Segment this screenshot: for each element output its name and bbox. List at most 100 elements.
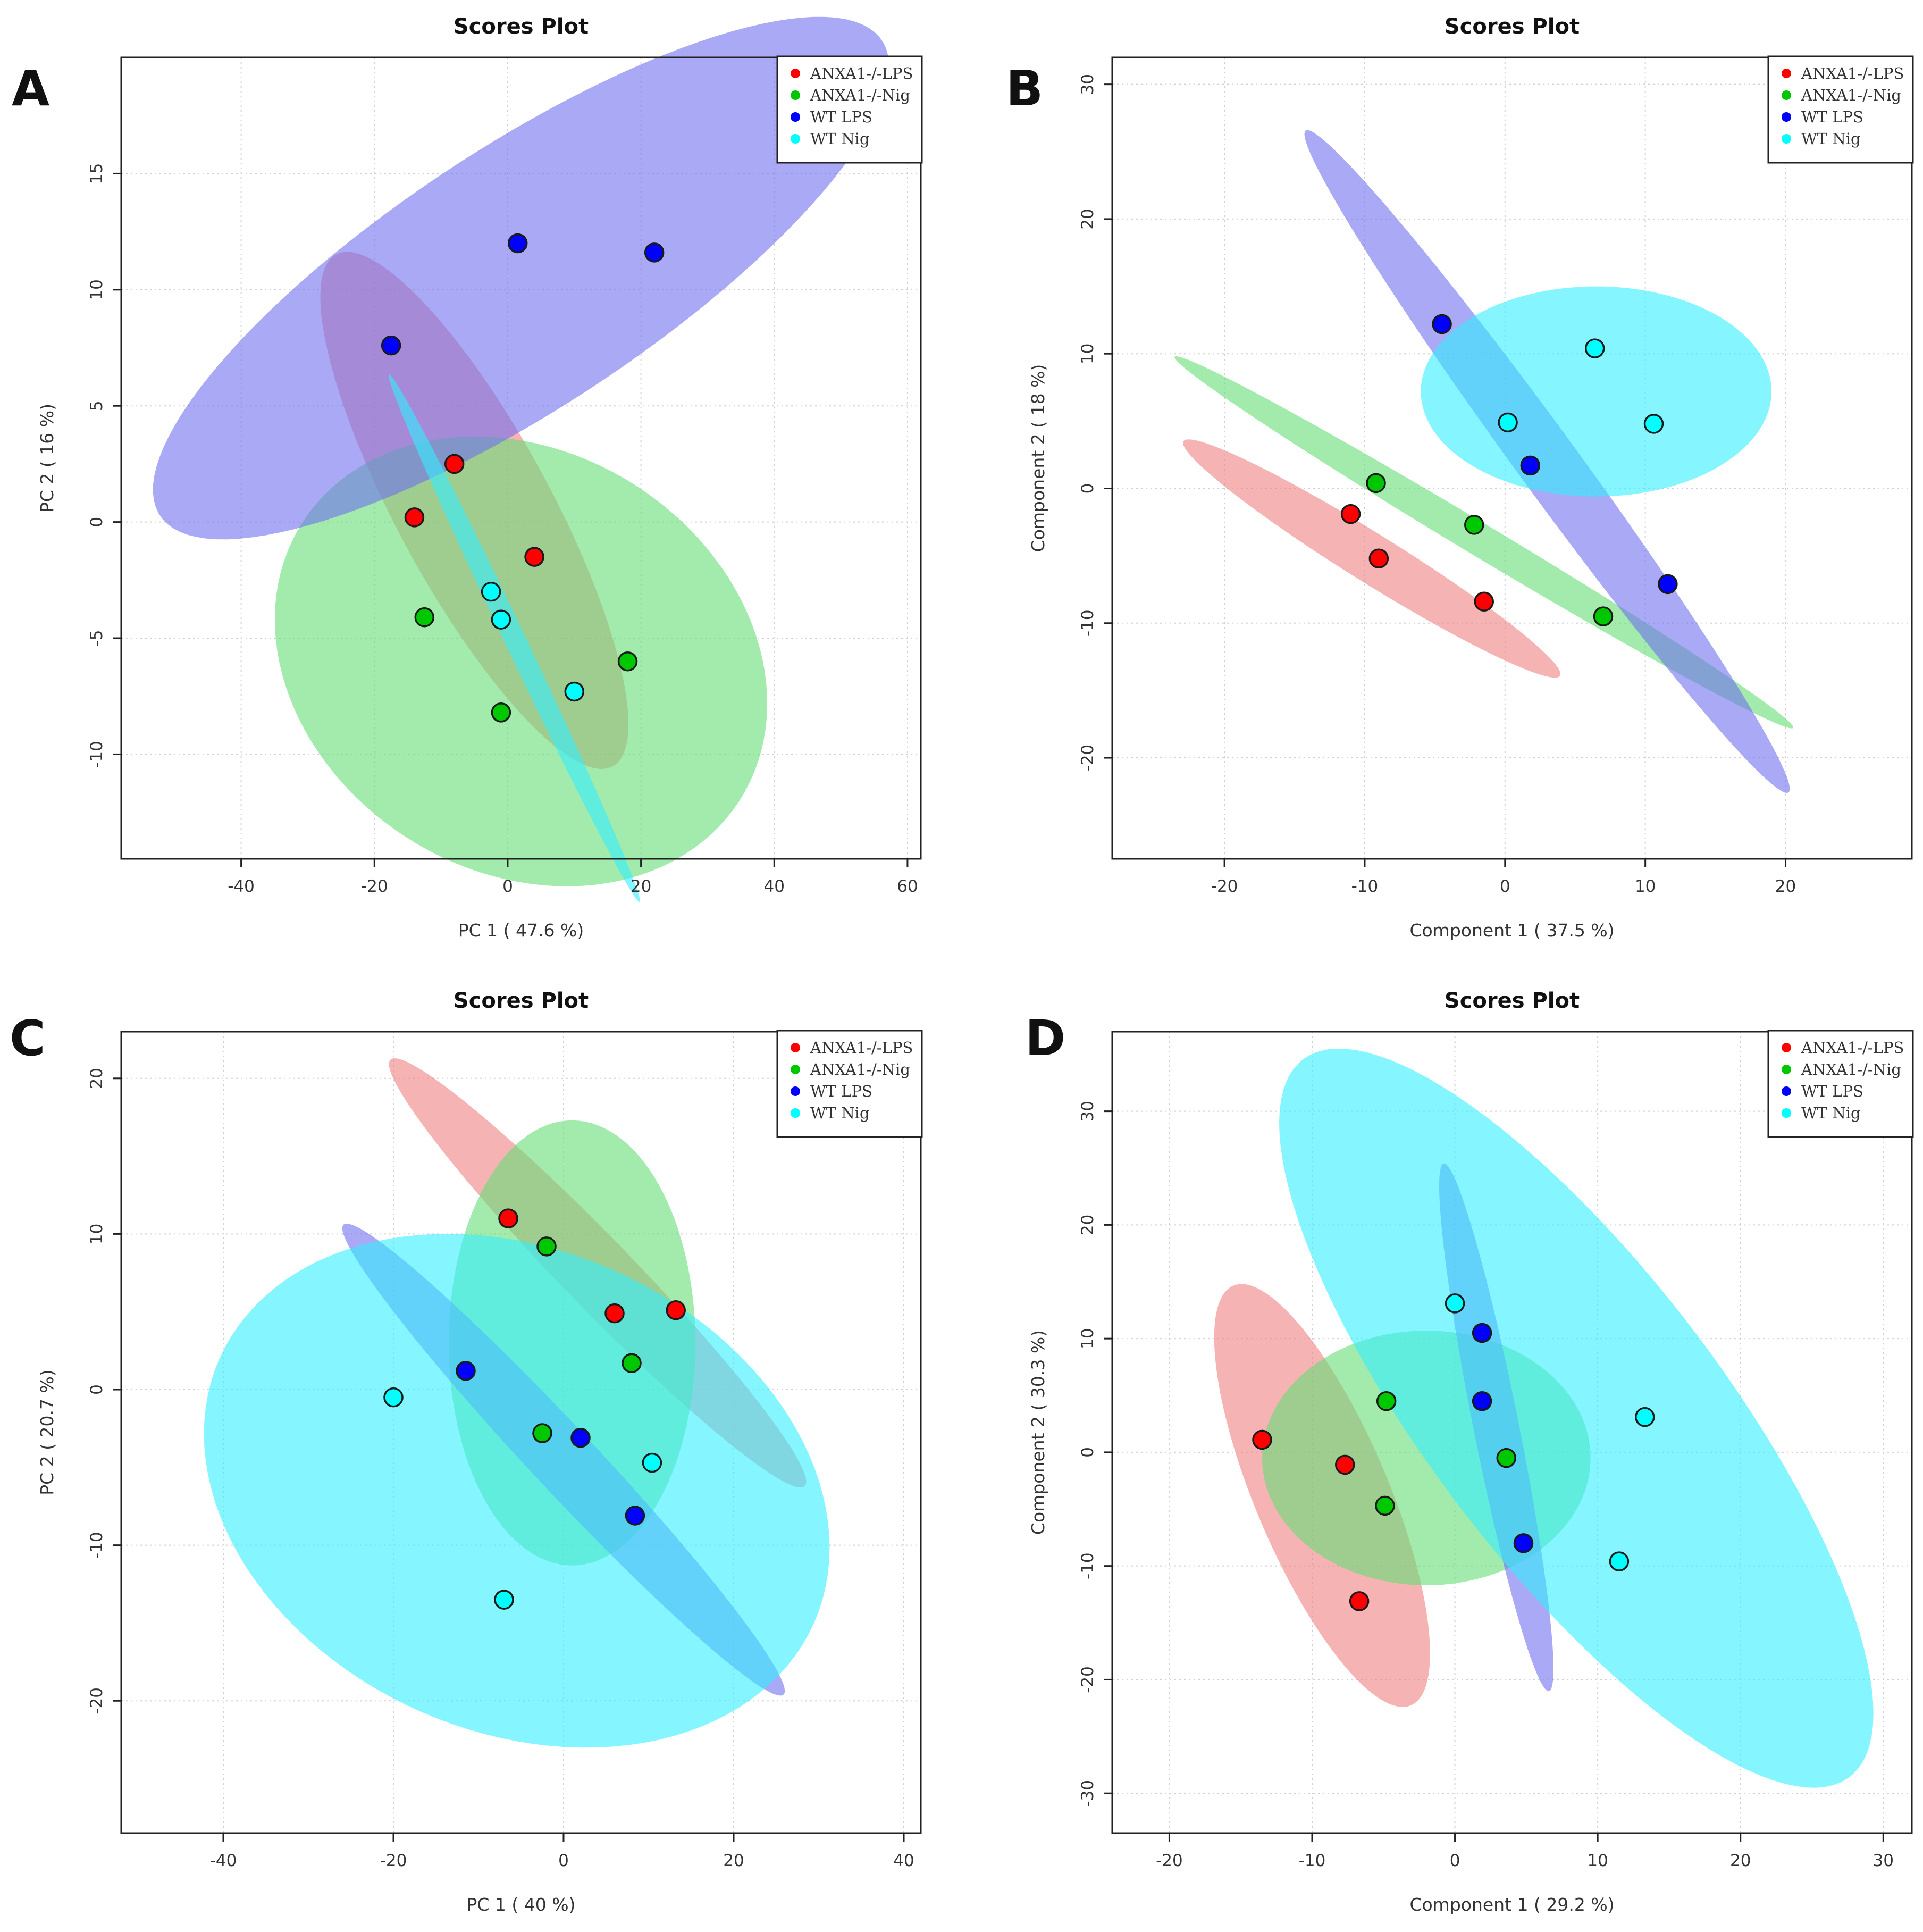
confidence-ellipses <box>204 1058 830 1748</box>
data-point-anxa1-nig[interactable] <box>532 1423 552 1443</box>
data-point-anxa1-nig[interactable] <box>536 1236 557 1257</box>
y-tick-label: -5 <box>87 630 106 647</box>
data-point-wt-nig[interactable] <box>1609 1551 1630 1571</box>
y-tick-label: -10 <box>87 1532 106 1559</box>
y-tick-label: -20 <box>1078 1666 1097 1693</box>
legend-box <box>776 1030 923 1138</box>
data-point-anxa1-lps[interactable] <box>444 454 465 474</box>
legend-label: ANXA1-/-Nig <box>1801 86 1901 104</box>
data-point-wt-lps[interactable] <box>625 1506 645 1526</box>
data-point-anxa1-nig[interactable] <box>1366 473 1386 494</box>
data-point-wt-lps[interactable] <box>644 242 665 263</box>
x-axis: -40 -20 0 20 40 PC 1 ( 40 %) <box>210 1833 914 1915</box>
data-point-wt-nig[interactable] <box>642 1452 662 1473</box>
data-point-anxa1-lps[interactable] <box>1335 1454 1355 1475</box>
legend-marker-wt-lps <box>791 112 800 122</box>
data-point-wt-lps[interactable] <box>1658 574 1678 595</box>
data-point-wt-nig[interactable] <box>1445 1293 1465 1314</box>
data-point-wt-lps[interactable] <box>1472 1391 1492 1411</box>
legend-label: WT LPS <box>810 1082 872 1100</box>
data-point-wt-nig[interactable] <box>491 609 511 630</box>
data-point-anxa1-lps[interactable] <box>1252 1429 1272 1450</box>
data-point-anxa1-nig[interactable] <box>1464 515 1484 535</box>
plot-frame <box>1111 56 1913 860</box>
data-point-wt-lps[interactable] <box>456 1361 476 1381</box>
y-axis: -10 -5 0 5 10 15 PC 2 ( 16 %) <box>37 163 121 768</box>
data-point-wt-lps[interactable] <box>1432 314 1452 334</box>
data-point-anxa1-lps[interactable] <box>1368 548 1389 568</box>
data-point-wt-lps[interactable] <box>381 335 401 356</box>
x-axis-label: Component 1 ( 37.5 %) <box>1409 920 1614 941</box>
data-point-anxa1-nig[interactable] <box>1376 1391 1397 1411</box>
data-points <box>1340 314 1678 626</box>
data-point-anxa1-nig[interactable] <box>617 651 638 672</box>
legend-marker-anxa1-nig <box>791 90 800 100</box>
x-tick-label: 30 <box>1873 1851 1894 1870</box>
legend-label: ANXA1-/-LPS <box>1801 1039 1904 1057</box>
legend-label: WT Nig <box>1801 1104 1861 1122</box>
x-tick-label: 0 <box>1500 877 1510 896</box>
data-point-wt-nig[interactable] <box>1498 412 1518 433</box>
legend-label: WT LPS <box>1801 1082 1863 1100</box>
data-point-wt-lps[interactable] <box>1513 1533 1534 1553</box>
data-point-anxa1-lps[interactable] <box>604 1303 625 1324</box>
x-tick-label: -20 <box>1211 877 1238 896</box>
legend-label: ANXA1-/-LPS <box>1801 64 1904 82</box>
ellipse-wt-nig <box>1279 1048 1874 1788</box>
data-point-wt-lps[interactable] <box>507 233 528 254</box>
y-tick-label: 30 <box>1078 1101 1097 1122</box>
data-point-anxa1-lps[interactable] <box>1340 504 1361 524</box>
data-point-wt-nig[interactable] <box>494 1590 514 1610</box>
data-point-anxa1-lps[interactable] <box>498 1208 518 1228</box>
legend-label: ANXA1-/-LPS <box>810 1039 913 1057</box>
data-point-wt-lps[interactable] <box>1520 455 1541 476</box>
data-point-anxa1-lps[interactable] <box>1349 1591 1370 1611</box>
x-axis: -20 -10 0 10 20 30 Component 1 ( 29.2 %) <box>1156 1833 1894 1915</box>
y-tick-label: -10 <box>87 741 106 768</box>
data-point-anxa1-lps[interactable] <box>1474 591 1494 612</box>
data-point-anxa1-nig[interactable] <box>1496 1448 1517 1468</box>
data-point-wt-nig[interactable] <box>564 681 585 702</box>
data-point-anxa1-nig[interactable] <box>491 702 511 723</box>
x-axis: -40 -20 0 20 40 60 PC 1 ( 47.6 %) <box>228 859 918 941</box>
x-tick-label: 40 <box>893 1851 914 1870</box>
x-tick-label: 10 <box>1587 1851 1608 1870</box>
x-tick-label: 20 <box>1730 1851 1751 1870</box>
legend-marker-wt-lps <box>1782 1086 1791 1096</box>
y-tick-label: 0 <box>87 1384 106 1395</box>
data-point-wt-nig[interactable] <box>1643 414 1664 434</box>
ellipse-anxa1-nig <box>1174 356 1794 729</box>
x-tick-label: 60 <box>897 877 918 896</box>
data-point-wt-nig[interactable] <box>1584 338 1605 358</box>
data-point-wt-lps[interactable] <box>1472 1323 1492 1343</box>
y-axis: -20 -10 0 10 20 PC 2 ( 20.7 %) <box>37 1068 121 1714</box>
plot-frame <box>120 56 922 860</box>
legend-label: ANXA1-/-Nig <box>810 86 910 104</box>
data-point-wt-nig[interactable] <box>481 581 501 602</box>
data-point-anxa1-nig[interactable] <box>1593 606 1614 626</box>
x-tick-label: -20 <box>380 1851 407 1870</box>
x-tick-label: 0 <box>502 877 513 896</box>
scores-plot-panel-b: B Scores Plot -20 -10 0 10 20 Component 1 ( 37.… <box>1006 14 1914 941</box>
ellipse-wt-nig <box>1421 286 1772 497</box>
y-axis-label: PC 2 ( 16 %) <box>37 404 57 513</box>
data-point-anxa1-lps[interactable] <box>524 547 544 567</box>
x-tick-label: 40 <box>764 877 785 896</box>
data-point-anxa1-lps[interactable] <box>404 507 425 528</box>
y-tick-label: 20 <box>1078 208 1097 229</box>
data-point-wt-lps[interactable] <box>570 1427 591 1448</box>
data-point-wt-nig[interactable] <box>383 1387 404 1408</box>
x-tick-label: -10 <box>1299 1851 1326 1870</box>
legend-marker-wt-nig <box>1782 134 1791 144</box>
data-point-anxa1-nig[interactable] <box>1375 1495 1395 1516</box>
legend: ANXA1-/-LPS ANXA1-/-Nig WT LPS WT Nig <box>776 1030 923 1138</box>
data-point-anxa1-lps[interactable] <box>666 1300 686 1320</box>
panel-letter: A <box>12 60 49 117</box>
legend-marker-anxa1-lps <box>791 69 800 78</box>
plot-title: Scores Plot <box>1445 14 1580 39</box>
data-point-anxa1-nig[interactable] <box>414 607 435 628</box>
x-tick-label: -20 <box>1156 1851 1183 1870</box>
data-point-wt-nig[interactable] <box>1635 1407 1655 1427</box>
data-point-anxa1-nig[interactable] <box>622 1353 642 1374</box>
